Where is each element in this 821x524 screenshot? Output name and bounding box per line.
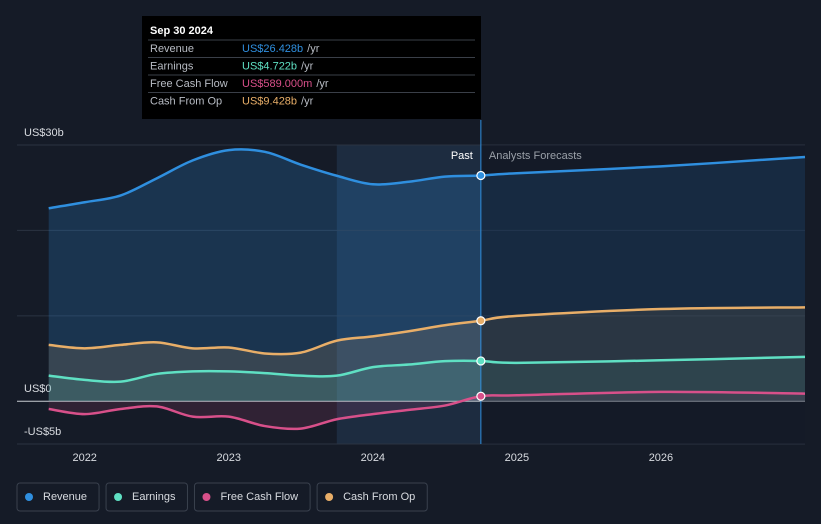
legend-label[interactable]: Cash From Op [343,491,415,503]
area [48,356,805,402]
x-tick-label: 2023 [217,452,241,464]
legend-label[interactable]: Revenue [43,491,87,503]
tooltip-label: Free Cash Flow [150,78,228,90]
legend-box[interactable] [193,482,311,512]
forecast-label: Analysts Forecasts [489,150,582,162]
legend-swatch [202,493,211,501]
tooltip-unit: /yr [307,43,320,55]
tooltip-label: Revenue [150,43,194,55]
tooltip-unit: /yr [301,60,314,72]
tooltip-label: Earnings [150,60,194,72]
y-tick-label: US$0 [24,383,52,395]
legend-item[interactable]: Revenue [16,482,100,512]
highlight-band [336,145,481,444]
legend-item[interactable]: Free Cash Flow [193,482,311,512]
legend-label[interactable]: Free Cash Flow [220,491,298,503]
tooltip-box [142,16,481,119]
y-tick-label: -US$5b [24,426,61,438]
tooltip-value: US$589.000m [242,78,312,90]
point [476,170,486,181]
x-tick-label: 2024 [361,452,385,464]
point [476,316,486,326]
past-label: Past [451,150,473,162]
area [48,149,805,402]
tooltip-date: Sep 30 2024 [150,25,214,37]
plot-area: -US$5b US$0 US$30b 2022 2023 2024 2025 2026 Past… [17,120,806,464]
legend-swatch [114,493,123,501]
legend-box[interactable] [316,482,428,512]
tooltip-value: US$4.722b [242,60,297,72]
tooltip-unit: /yr [316,78,329,90]
y-tick-label: US$30b [24,127,64,139]
point [476,356,486,366]
legend-swatch [325,493,334,501]
legend-item[interactable]: Cash From Op [316,482,428,512]
area [48,307,805,402]
series-line [48,148,806,210]
series-line [48,390,806,431]
tooltip: Sep 30 2024 Revenue US$26.428b/yr Earnings… [142,16,481,119]
legend-label[interactable]: Earnings [132,491,176,503]
tooltip-label: Cash From Op [150,95,222,107]
x-tick-label: 2025 [505,452,529,464]
area [48,391,805,429]
legend-box[interactable] [105,482,188,512]
series-line [48,306,806,356]
point [476,391,486,401]
tooltip-value: US$9.428b [242,95,297,107]
forecast-shade [480,145,805,444]
x-tick-label: 2022 [72,452,96,464]
legend-swatch [25,493,33,501]
legend-box[interactable] [16,482,100,512]
tooltip-unit: /yr [301,95,314,107]
tooltip-value: US$26.428b [242,43,303,55]
legend-item[interactable]: Earnings [105,482,188,512]
series-line [48,355,806,384]
legend: Revenue Earnings Free Cash Flow Cash From O… [16,482,428,512]
x-tick-label: 2026 [649,452,673,464]
